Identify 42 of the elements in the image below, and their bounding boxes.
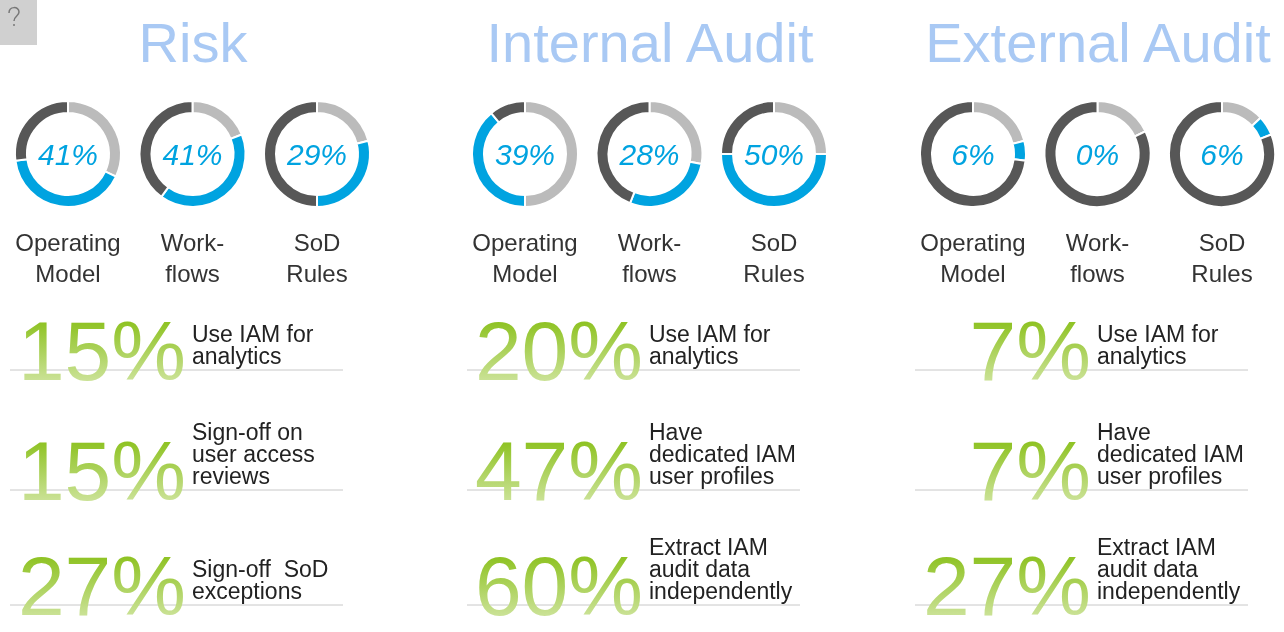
donut-slice [1043,100,1152,208]
donut-slice [919,100,1027,208]
data-label: 47% [474,424,643,518]
donut-slice [1168,100,1276,208]
category-label: Have dedicated IAM user profiles [649,419,797,489]
text: SoD Rules [743,229,805,287]
data-label: 15% [17,304,186,398]
text: 39% [494,138,556,171]
category-label: Sign-off SoD exceptions [192,556,329,604]
text: Risk [138,11,249,74]
category-label: Use IAM for analytics [1097,321,1219,369]
category-label: Use IAM for analytics [649,321,771,369]
category-label: Use IAM for analytics [192,321,314,369]
text: 50% [743,138,805,171]
text: 41% [37,138,99,171]
text: 29% [285,138,348,171]
text: Work- flows [617,229,682,287]
text: Operating Model [920,229,1026,287]
data-label: 27% [17,539,186,632]
data-label: 7% [969,304,1091,398]
text: SoD Rules [286,229,348,287]
category-label: Sign-off on user access reviews [192,419,315,489]
text: Operating Model [15,229,121,287]
data-label: 20% [474,304,643,398]
text: Work- flows [1065,229,1130,287]
text: External Audit [925,11,1272,74]
text: 28% [618,138,680,171]
text: 0% [1075,138,1120,171]
text: Operating Model [472,229,578,287]
data-label: 60% [474,539,643,632]
text: 6% [1200,138,1244,171]
category-label: Have dedicated IAM user profiles [1097,419,1245,489]
text: 41% [162,138,223,171]
category-label: Extract IAM audit data independently [649,534,793,604]
data-label: 7% [969,424,1091,518]
text: Internal Audit [486,11,814,74]
text: Work- flows [160,229,225,287]
category-label: Extract IAM audit data independently [1097,534,1241,604]
text: 6% [951,138,995,171]
data-label: 15% [17,424,186,518]
data-label: 27% [922,539,1091,632]
text: SoD Rules [1191,229,1253,287]
